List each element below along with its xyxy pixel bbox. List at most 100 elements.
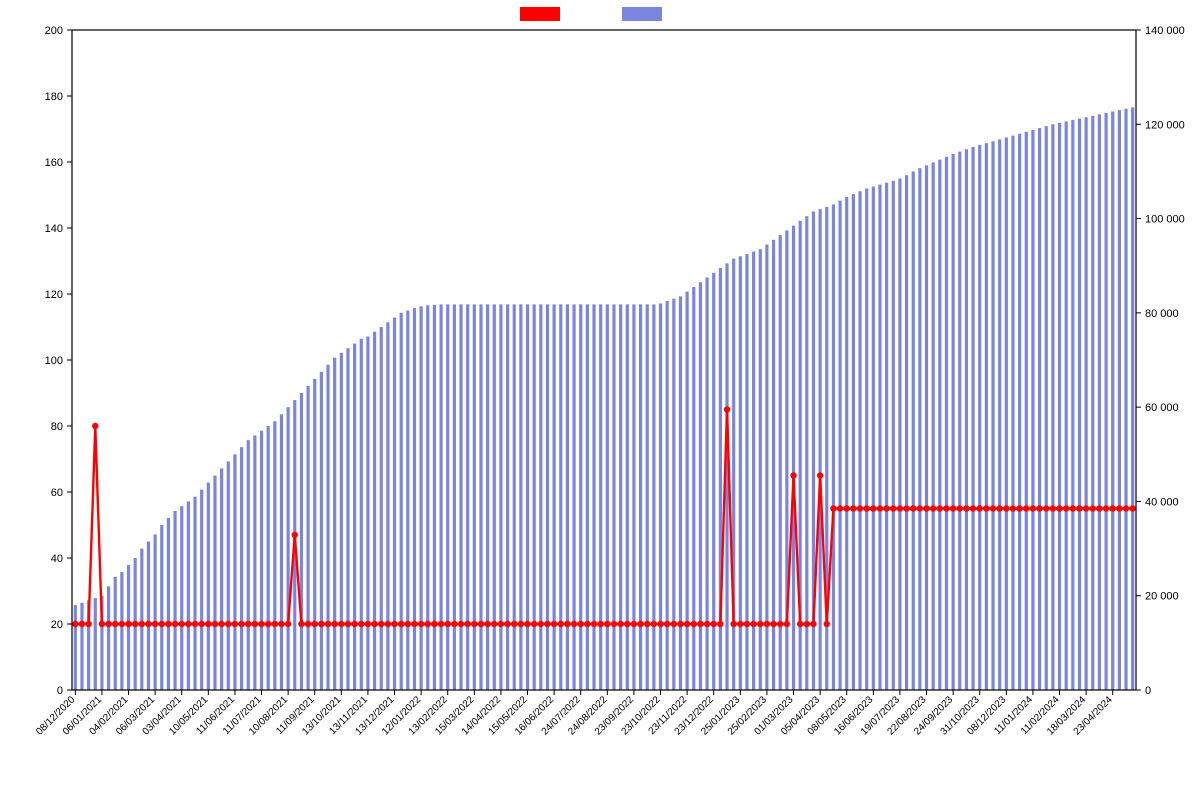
bar <box>1104 113 1107 690</box>
line-marker <box>498 621 504 627</box>
line-marker <box>844 505 850 511</box>
line-marker <box>72 621 78 627</box>
line-marker <box>298 621 304 627</box>
line-marker <box>531 621 537 627</box>
line-marker <box>425 621 431 627</box>
bar <box>632 304 635 690</box>
bar <box>453 304 456 690</box>
bar <box>918 168 921 690</box>
bar <box>380 327 383 690</box>
bar <box>400 313 403 690</box>
bar <box>1065 121 1068 690</box>
line-marker <box>518 621 524 627</box>
y-right-tick-label: 120 000 <box>1145 119 1185 131</box>
bar <box>606 304 609 690</box>
bar <box>187 501 190 690</box>
bar <box>878 185 881 690</box>
line-marker <box>551 621 557 627</box>
line-marker <box>604 621 610 627</box>
line-marker <box>757 621 763 627</box>
line-marker <box>857 505 863 511</box>
bar <box>479 304 482 690</box>
bar <box>426 305 429 690</box>
bar <box>832 204 835 690</box>
line-marker <box>558 621 564 627</box>
line-marker <box>538 621 544 627</box>
line-marker <box>471 621 477 627</box>
bar <box>1045 126 1048 690</box>
line-marker <box>870 505 876 511</box>
y-right-tick-label: 60 000 <box>1145 402 1179 414</box>
line-marker <box>863 505 869 511</box>
line-marker <box>910 505 916 511</box>
line-marker <box>152 621 158 627</box>
line-marker <box>1036 505 1042 511</box>
bar <box>533 304 536 690</box>
line-marker <box>1030 505 1036 511</box>
bar <box>699 282 702 690</box>
line-marker <box>105 621 111 627</box>
bar <box>666 301 669 690</box>
bar <box>366 336 369 690</box>
y-right-tick-label: 40 000 <box>1145 496 1179 508</box>
y-left-tick-label: 80 <box>51 421 63 433</box>
line-marker <box>458 621 464 627</box>
bar <box>712 273 715 690</box>
bar <box>333 358 336 690</box>
bar <box>566 304 569 690</box>
line-marker <box>1056 505 1062 511</box>
bar <box>985 143 988 690</box>
bar <box>280 414 283 690</box>
line-marker <box>119 621 125 627</box>
line-marker <box>351 621 357 627</box>
line-marker <box>624 621 630 627</box>
line-marker <box>564 621 570 627</box>
bar <box>1124 109 1127 690</box>
bar <box>253 435 256 690</box>
bar <box>912 171 915 690</box>
line-marker <box>1003 505 1009 511</box>
bar <box>619 304 622 690</box>
bar <box>998 139 1001 690</box>
line-marker <box>637 621 643 627</box>
line-marker <box>212 621 218 627</box>
line-marker <box>225 621 231 627</box>
y-right-tick-label: 100 000 <box>1145 214 1185 226</box>
line-marker <box>597 621 603 627</box>
bar <box>659 303 662 690</box>
bar <box>938 160 941 690</box>
line-marker <box>584 621 590 627</box>
line-marker <box>371 621 377 627</box>
bar <box>167 518 170 690</box>
line-marker <box>830 505 836 511</box>
line-marker <box>1110 505 1116 511</box>
line-marker <box>245 621 251 627</box>
line-marker <box>717 621 723 627</box>
bar <box>592 304 595 690</box>
bar <box>652 304 655 690</box>
bar <box>945 157 948 690</box>
line-marker <box>724 406 730 412</box>
y-left-tick-label: 200 <box>45 25 63 37</box>
line-marker <box>198 621 204 627</box>
bar <box>459 304 462 690</box>
bar <box>1058 123 1061 690</box>
line-marker <box>990 505 996 511</box>
bar <box>446 304 449 690</box>
line-marker <box>790 472 796 478</box>
y-left-tick-label: 20 <box>51 619 63 631</box>
bar <box>852 194 855 690</box>
line-marker <box>644 621 650 627</box>
line-marker <box>917 505 923 511</box>
bar <box>805 216 808 690</box>
line-marker <box>1129 505 1135 511</box>
line-marker <box>1083 505 1089 511</box>
line-marker <box>963 505 969 511</box>
line-marker <box>192 621 198 627</box>
bar <box>346 348 349 690</box>
line-marker <box>504 621 510 627</box>
bar <box>546 304 549 690</box>
line-marker <box>1103 505 1109 511</box>
bar <box>340 353 343 690</box>
y-left-tick-label: 140 <box>45 223 63 235</box>
